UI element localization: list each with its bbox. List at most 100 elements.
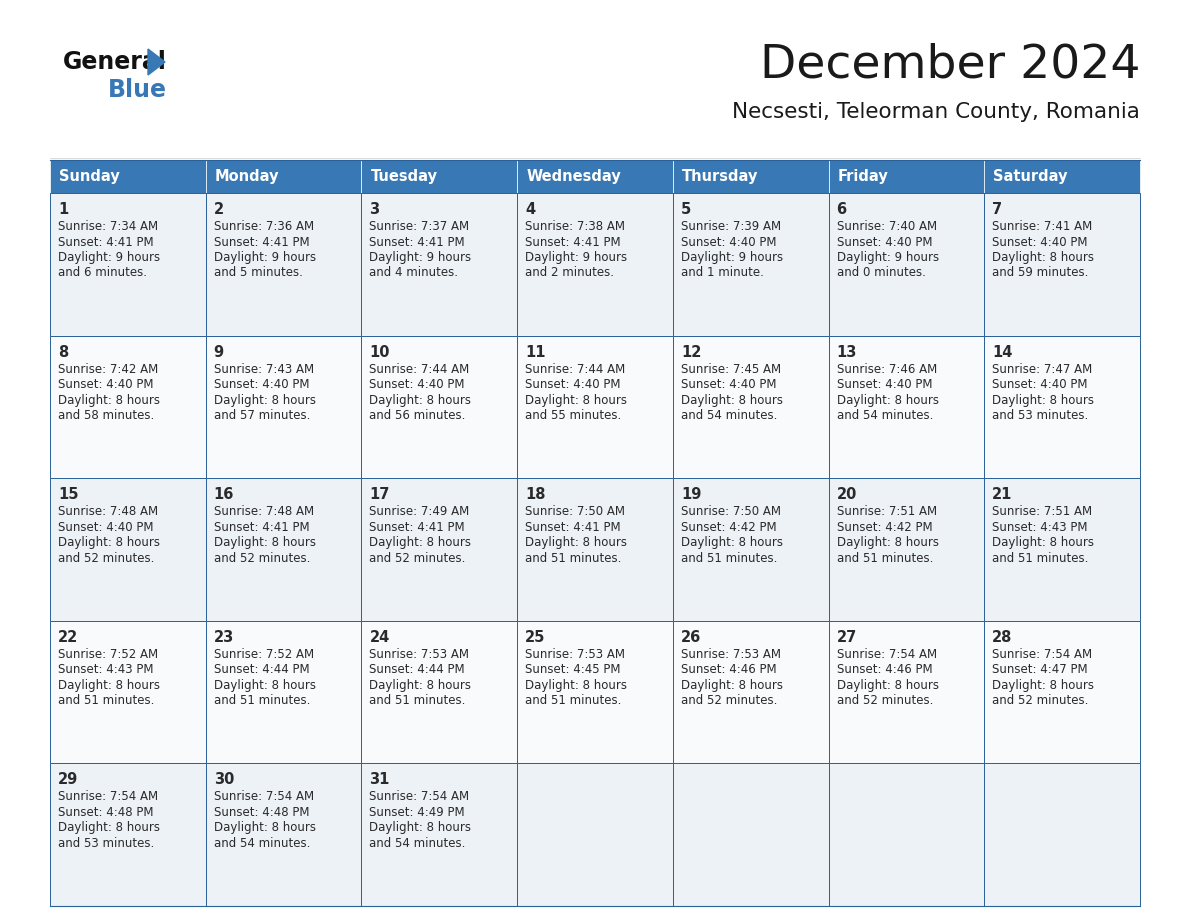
Text: and 54 minutes.: and 54 minutes.: [369, 837, 466, 850]
Text: Sunset: 4:44 PM: Sunset: 4:44 PM: [214, 664, 309, 677]
Text: Sunrise: 7:53 AM: Sunrise: 7:53 AM: [525, 648, 625, 661]
Text: Sunset: 4:46 PM: Sunset: 4:46 PM: [836, 664, 933, 677]
Bar: [50, 621, 206, 764]
Text: Daylight: 8 hours: Daylight: 8 hours: [992, 394, 1094, 407]
Text: Daylight: 8 hours: Daylight: 8 hours: [214, 678, 316, 692]
Bar: [361, 160, 517, 193]
Text: Daylight: 8 hours: Daylight: 8 hours: [214, 394, 316, 407]
Text: 9: 9: [214, 344, 223, 360]
Text: and 51 minutes.: and 51 minutes.: [992, 552, 1088, 565]
Text: and 53 minutes.: and 53 minutes.: [58, 837, 154, 850]
Text: Daylight: 8 hours: Daylight: 8 hours: [58, 822, 160, 834]
Bar: [361, 764, 517, 906]
Text: Sunset: 4:43 PM: Sunset: 4:43 PM: [992, 521, 1088, 533]
Bar: [517, 764, 672, 906]
Text: Daylight: 8 hours: Daylight: 8 hours: [58, 678, 160, 692]
Text: Daylight: 8 hours: Daylight: 8 hours: [525, 678, 627, 692]
Text: 4: 4: [525, 202, 536, 217]
Text: and 57 minutes.: and 57 minutes.: [214, 409, 310, 422]
Text: and 51 minutes.: and 51 minutes.: [525, 694, 621, 707]
Text: 22: 22: [58, 630, 78, 644]
Text: 26: 26: [681, 630, 701, 644]
Text: Sunrise: 7:40 AM: Sunrise: 7:40 AM: [836, 220, 936, 233]
Text: Sunset: 4:42 PM: Sunset: 4:42 PM: [681, 521, 777, 533]
Text: Daylight: 9 hours: Daylight: 9 hours: [369, 251, 472, 264]
Text: Daylight: 8 hours: Daylight: 8 hours: [525, 394, 627, 407]
Bar: [206, 764, 361, 906]
Bar: [828, 621, 985, 764]
Text: 8: 8: [58, 344, 68, 360]
Text: Sunrise: 7:38 AM: Sunrise: 7:38 AM: [525, 220, 625, 233]
Text: Sunrise: 7:45 AM: Sunrise: 7:45 AM: [681, 363, 781, 375]
Text: Sunset: 4:41 PM: Sunset: 4:41 PM: [214, 521, 309, 533]
Text: 19: 19: [681, 487, 701, 502]
Text: Daylight: 9 hours: Daylight: 9 hours: [836, 251, 939, 264]
Text: and 51 minutes.: and 51 minutes.: [836, 552, 933, 565]
Bar: [672, 621, 828, 764]
Bar: [672, 336, 828, 478]
Text: Sunset: 4:40 PM: Sunset: 4:40 PM: [992, 236, 1088, 249]
Bar: [828, 764, 985, 906]
Text: and 51 minutes.: and 51 minutes.: [58, 694, 154, 707]
Text: Daylight: 8 hours: Daylight: 8 hours: [836, 536, 939, 549]
Text: Blue: Blue: [108, 78, 168, 102]
Text: Sunset: 4:41 PM: Sunset: 4:41 PM: [369, 521, 465, 533]
Bar: [50, 478, 206, 621]
Text: and 4 minutes.: and 4 minutes.: [369, 266, 459, 279]
Text: 13: 13: [836, 344, 857, 360]
Text: Sunrise: 7:54 AM: Sunrise: 7:54 AM: [58, 790, 158, 803]
Text: Sunrise: 7:41 AM: Sunrise: 7:41 AM: [992, 220, 1093, 233]
Text: and 54 minutes.: and 54 minutes.: [836, 409, 933, 422]
Text: Sunrise: 7:34 AM: Sunrise: 7:34 AM: [58, 220, 158, 233]
Text: Daylight: 8 hours: Daylight: 8 hours: [369, 678, 472, 692]
Text: Daylight: 8 hours: Daylight: 8 hours: [992, 251, 1094, 264]
Text: Sunset: 4:47 PM: Sunset: 4:47 PM: [992, 664, 1088, 677]
Polygon shape: [148, 49, 165, 75]
Text: and 59 minutes.: and 59 minutes.: [992, 266, 1088, 279]
Text: Sunset: 4:48 PM: Sunset: 4:48 PM: [58, 806, 153, 819]
Text: and 52 minutes.: and 52 minutes.: [369, 552, 466, 565]
Text: Sunset: 4:40 PM: Sunset: 4:40 PM: [836, 378, 933, 391]
Bar: [517, 193, 672, 336]
Text: and 51 minutes.: and 51 minutes.: [369, 694, 466, 707]
Text: Sunrise: 7:47 AM: Sunrise: 7:47 AM: [992, 363, 1093, 375]
Text: Daylight: 8 hours: Daylight: 8 hours: [681, 678, 783, 692]
Text: Sunrise: 7:54 AM: Sunrise: 7:54 AM: [214, 790, 314, 803]
Text: General: General: [63, 50, 166, 74]
Text: Sunset: 4:40 PM: Sunset: 4:40 PM: [836, 236, 933, 249]
Text: Saturday: Saturday: [993, 169, 1068, 184]
Text: 20: 20: [836, 487, 857, 502]
Bar: [50, 193, 206, 336]
Text: and 58 minutes.: and 58 minutes.: [58, 409, 154, 422]
Text: Sunset: 4:41 PM: Sunset: 4:41 PM: [525, 521, 621, 533]
Text: and 5 minutes.: and 5 minutes.: [214, 266, 303, 279]
Text: and 51 minutes.: and 51 minutes.: [525, 552, 621, 565]
Bar: [206, 336, 361, 478]
Text: Necsesti, Teleorman County, Romania: Necsesti, Teleorman County, Romania: [732, 102, 1140, 122]
Text: Sunset: 4:40 PM: Sunset: 4:40 PM: [58, 521, 153, 533]
Bar: [672, 193, 828, 336]
Text: Sunset: 4:46 PM: Sunset: 4:46 PM: [681, 664, 777, 677]
Text: and 56 minutes.: and 56 minutes.: [369, 409, 466, 422]
Text: Sunset: 4:41 PM: Sunset: 4:41 PM: [525, 236, 621, 249]
Text: 31: 31: [369, 772, 390, 788]
Text: Daylight: 8 hours: Daylight: 8 hours: [369, 394, 472, 407]
Text: Sunrise: 7:49 AM: Sunrise: 7:49 AM: [369, 505, 469, 518]
Text: Sunset: 4:40 PM: Sunset: 4:40 PM: [525, 378, 620, 391]
Bar: [517, 160, 672, 193]
Text: Sunrise: 7:44 AM: Sunrise: 7:44 AM: [369, 363, 469, 375]
Text: 7: 7: [992, 202, 1003, 217]
Bar: [828, 193, 985, 336]
Text: Sunrise: 7:52 AM: Sunrise: 7:52 AM: [58, 648, 158, 661]
Text: 11: 11: [525, 344, 545, 360]
Bar: [517, 478, 672, 621]
Text: 16: 16: [214, 487, 234, 502]
Text: and 52 minutes.: and 52 minutes.: [836, 694, 933, 707]
Text: 1: 1: [58, 202, 68, 217]
Text: Sunrise: 7:54 AM: Sunrise: 7:54 AM: [992, 648, 1093, 661]
Text: Daylight: 8 hours: Daylight: 8 hours: [836, 678, 939, 692]
Text: 17: 17: [369, 487, 390, 502]
Text: Sunrise: 7:50 AM: Sunrise: 7:50 AM: [525, 505, 625, 518]
Bar: [361, 193, 517, 336]
Text: and 53 minutes.: and 53 minutes.: [992, 409, 1088, 422]
